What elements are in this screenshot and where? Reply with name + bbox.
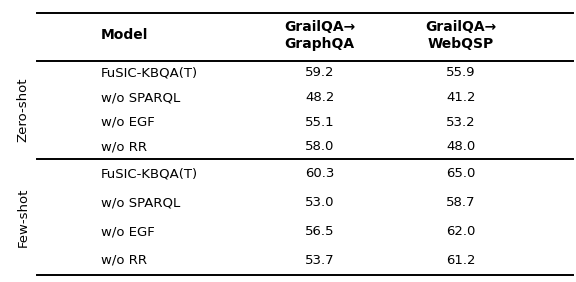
Text: w/o SPARQL: w/o SPARQL xyxy=(101,91,180,104)
Text: w/o SPARQL: w/o SPARQL xyxy=(101,196,180,209)
Text: 41.2: 41.2 xyxy=(446,91,476,104)
Text: GrailQA→
WebQSP: GrailQA→ WebQSP xyxy=(425,20,497,51)
Text: w/o RR: w/o RR xyxy=(101,254,147,267)
Text: Model: Model xyxy=(101,28,148,42)
Text: GrailQA→
GraphQA: GrailQA→ GraphQA xyxy=(284,20,355,51)
Text: 48.0: 48.0 xyxy=(446,140,475,153)
Text: 65.0: 65.0 xyxy=(446,167,475,180)
Text: w/o EGF: w/o EGF xyxy=(101,225,154,238)
Text: 48.2: 48.2 xyxy=(305,91,334,104)
Text: FuSIC-KBQA(T): FuSIC-KBQA(T) xyxy=(101,167,198,180)
Text: w/o RR: w/o RR xyxy=(101,140,147,153)
Text: 53.7: 53.7 xyxy=(305,254,335,267)
Text: 60.3: 60.3 xyxy=(305,167,334,180)
Text: 55.9: 55.9 xyxy=(446,67,476,80)
Text: 53.0: 53.0 xyxy=(305,196,335,209)
Text: Few-shot: Few-shot xyxy=(17,188,29,247)
Text: Zero-shot: Zero-shot xyxy=(17,78,29,142)
Text: FuSIC-KBQA(T): FuSIC-KBQA(T) xyxy=(101,67,198,80)
Text: w/o EGF: w/o EGF xyxy=(101,116,154,129)
Text: 58.0: 58.0 xyxy=(305,140,334,153)
Text: 55.1: 55.1 xyxy=(305,116,335,129)
Text: 59.2: 59.2 xyxy=(305,67,335,80)
Text: 62.0: 62.0 xyxy=(446,225,475,238)
Text: 61.2: 61.2 xyxy=(446,254,476,267)
Text: 58.7: 58.7 xyxy=(446,196,476,209)
Text: 56.5: 56.5 xyxy=(305,225,335,238)
Text: 53.2: 53.2 xyxy=(446,116,476,129)
